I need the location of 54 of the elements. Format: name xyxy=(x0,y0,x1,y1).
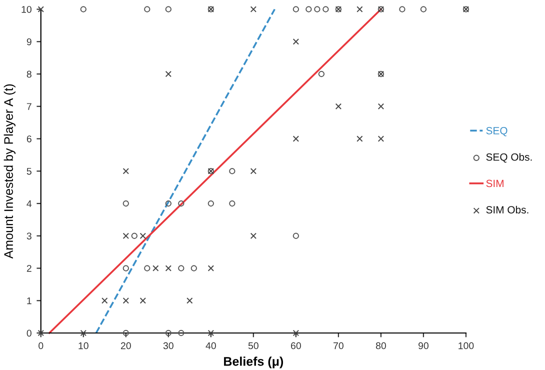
point xyxy=(186,298,193,304)
y-tick-label: 4 xyxy=(26,200,32,208)
y-tick-label: 7 xyxy=(26,103,32,110)
point xyxy=(378,103,384,110)
y-tick-label: 3 xyxy=(26,232,32,240)
y-tick-label: 9 xyxy=(26,38,32,46)
x-tick-label: 100 xyxy=(458,342,474,350)
point xyxy=(208,265,214,272)
point xyxy=(140,232,146,239)
point xyxy=(80,330,86,336)
point xyxy=(38,330,44,336)
point xyxy=(356,136,363,142)
y-tick-label: 8 xyxy=(26,70,32,78)
legend-label: SIM Obs. xyxy=(486,206,528,214)
legend-label: SEQ xyxy=(486,126,508,136)
point xyxy=(250,6,257,12)
point xyxy=(292,330,300,336)
x-tick-label: 0 xyxy=(38,342,44,350)
point xyxy=(335,103,342,110)
x-tick-label: 10 xyxy=(78,342,88,350)
legend-label: SIM xyxy=(486,180,504,188)
y-tick-label: 10 xyxy=(22,6,32,13)
y-tick-label: 1 xyxy=(27,297,32,304)
point xyxy=(292,38,300,45)
point xyxy=(165,265,172,272)
x-tick-label: 60 xyxy=(291,342,301,350)
point xyxy=(250,168,257,174)
y-tick-label: 5 xyxy=(26,168,32,175)
x-tick-label: 30 xyxy=(163,342,174,350)
point xyxy=(122,168,129,174)
y-axis-title: Amount Invested by Player A (t) xyxy=(4,84,16,259)
x-tick-label: 40 xyxy=(206,342,216,350)
y-tick-label: 2 xyxy=(26,264,32,272)
x-tick-label: 20 xyxy=(120,342,131,350)
legend-label: SEQ Obs. xyxy=(486,153,532,163)
point xyxy=(38,6,44,12)
point xyxy=(250,232,257,239)
point xyxy=(122,232,129,239)
y-tick-label: 0 xyxy=(26,330,32,337)
point xyxy=(356,6,363,12)
x-axis-title: Beliefs (μ) xyxy=(224,356,284,368)
point xyxy=(122,298,129,304)
point xyxy=(208,330,214,336)
x-tick-label: 90 xyxy=(418,342,428,350)
point xyxy=(152,265,159,272)
point xyxy=(102,298,108,304)
point xyxy=(165,70,172,78)
y-tick-label: 6 xyxy=(26,135,32,142)
x-tick-label: 80 xyxy=(376,342,386,350)
x-tick-label: 70 xyxy=(334,342,344,350)
x-tick-label: 50 xyxy=(248,342,258,350)
point xyxy=(292,136,300,142)
point xyxy=(140,298,146,304)
point xyxy=(378,136,384,142)
